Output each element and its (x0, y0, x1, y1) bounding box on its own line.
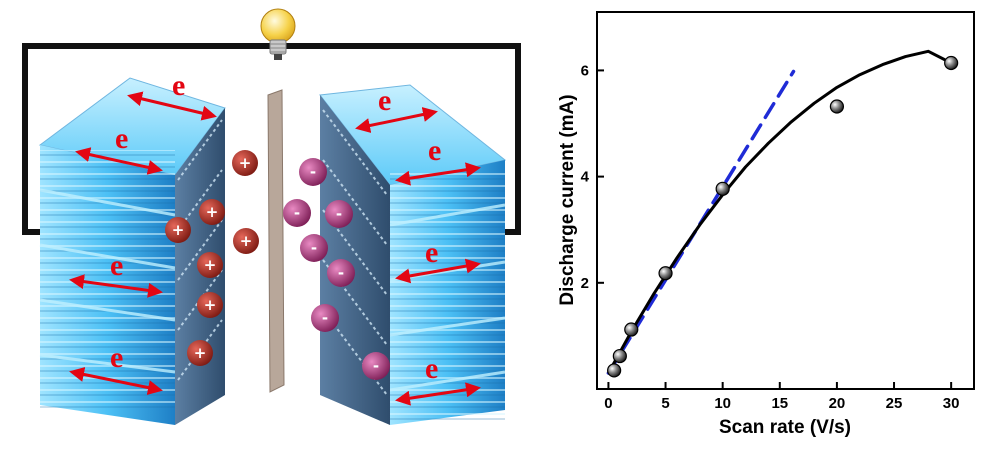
data-point (658, 266, 673, 281)
x-axis: 0 5 10 15 20 25 30 (604, 382, 959, 412)
data-point (944, 55, 959, 71)
data-point (607, 363, 622, 378)
data-point (612, 348, 627, 364)
electron-label: e (428, 134, 441, 167)
svg-text:-: - (336, 205, 342, 223)
cation-ion: + (197, 252, 223, 278)
anions: - - - - - - - (283, 158, 390, 380)
electron-label: e (425, 236, 438, 269)
discharge-current-chart: 0 5 10 15 20 25 30 2 4 6 Scan rate (V/s) Dischar… (557, 11, 975, 438)
anion-ion: - (311, 304, 339, 332)
x-tick-label: 25 (886, 395, 903, 412)
svg-text:-: - (322, 309, 328, 327)
supercapacitor-illustration: e e e e e e e e + + + + + + + (22, 8, 521, 425)
anion-ion: - (300, 234, 328, 262)
x-tick-label: 30 (943, 395, 960, 412)
svg-text:+: + (239, 154, 252, 172)
anion-ion: - (325, 200, 353, 228)
cation-ion: + (233, 228, 259, 254)
fit-curve-line (607, 49, 952, 374)
svg-text:-: - (373, 357, 379, 375)
electron-label: e (110, 341, 123, 374)
svg-text:-: - (294, 204, 300, 222)
y-tick-label: 4 (581, 169, 590, 186)
cation-ion: + (187, 340, 213, 366)
anion-ion: - (362, 352, 390, 380)
cation-ion: + (197, 292, 223, 318)
y-axis: 2 4 6 (581, 62, 604, 292)
plot-area (596, 11, 975, 390)
electron-arrows-right: e e e e (355, 84, 481, 406)
cation-ion: + (199, 199, 225, 225)
right-electrode (319, 84, 507, 425)
anion-ion: - (299, 158, 327, 186)
electron-label: e (115, 122, 128, 155)
electron-label: e (378, 84, 391, 117)
data-point (624, 322, 639, 337)
electron-label: e (110, 249, 123, 282)
x-tick-label: 20 (829, 395, 846, 412)
data-point (829, 99, 845, 114)
x-tick-label: 15 (771, 395, 788, 412)
series-layer (606, 49, 959, 378)
y-axis-title: Discharge current (mA) (557, 94, 578, 305)
x-tick-label: 0 (604, 395, 612, 412)
data-point (715, 181, 730, 196)
svg-text:+: + (204, 256, 217, 274)
svg-text:+: + (204, 296, 217, 314)
cation-ion: + (232, 150, 258, 176)
electron-label: e (425, 352, 438, 385)
anion-ion: - (283, 199, 311, 227)
separator-membrane (267, 89, 285, 393)
x-axis-title: Scan rate (V/s) (719, 417, 851, 438)
svg-text:+: + (206, 203, 219, 221)
y-tick-label: 6 (581, 62, 589, 79)
x-tick-label: 10 (714, 395, 731, 412)
anion-ion: - (327, 259, 355, 287)
svg-text:-: - (310, 163, 316, 181)
svg-text:+: + (194, 344, 207, 362)
svg-text:+: + (172, 221, 185, 239)
svg-text:-: - (311, 239, 317, 257)
light-bulb-icon (260, 8, 296, 60)
cations: + + + + + + + (165, 150, 259, 366)
y-tick-label: 2 (581, 275, 589, 292)
x-tick-label: 5 (661, 395, 669, 412)
electron-label: e (172, 69, 185, 102)
svg-text:-: - (338, 264, 344, 282)
electron-arrows-left: e e e e (69, 69, 217, 395)
cation-ion: + (165, 217, 191, 243)
left-electrode (38, 77, 226, 425)
svg-text:+: + (240, 232, 253, 250)
